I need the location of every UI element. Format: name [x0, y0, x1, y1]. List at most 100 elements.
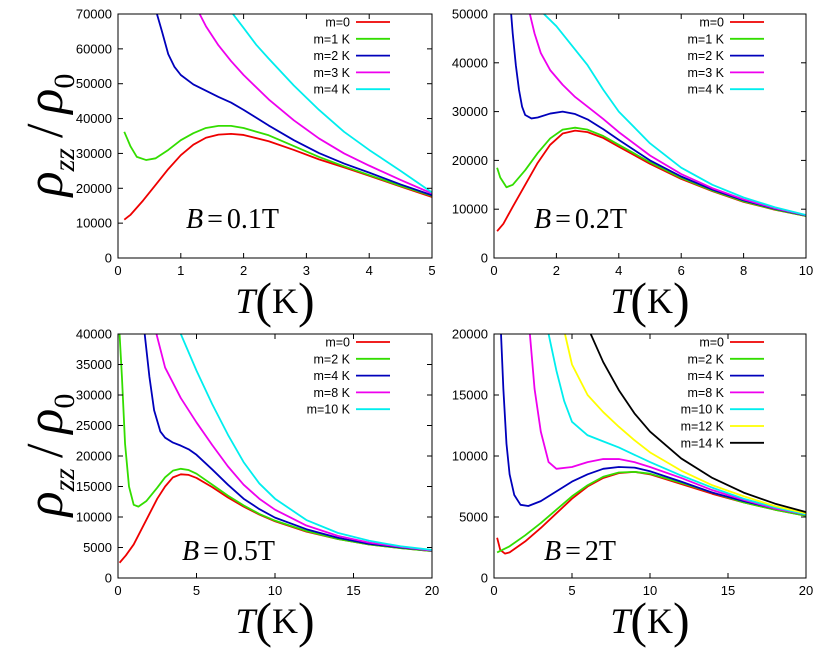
legend-label: m=3 K [688, 66, 725, 80]
chart-panel-2: 0 2 4 6 8 10 0 10000 20000 30000 40000 50000 m=0 m=1 … [452, 7, 813, 329]
xlabel-unit: K [272, 601, 298, 641]
series-line-m-3-k [198, 14, 432, 195]
annotation-eq: = [203, 536, 219, 567]
chart-panel-1: 0 1 2 3 4 5 0 10000 20000 30000 40000 50000 60000 700… [76, 7, 436, 329]
series-line-m-4-k [232, 14, 432, 194]
legend-label: m=8 K [314, 386, 351, 400]
x-tick-label: 8 [740, 263, 747, 278]
x-axis-label: T(K) [610, 272, 689, 328]
ylabel-bottom: ρzz/ρ0 [17, 394, 81, 519]
series-line-m-2-k [118, 334, 432, 553]
ylabel-top: ρzz/ρ0 [17, 74, 81, 199]
ylabel-rho-den: ρ [17, 409, 74, 436]
y-tick-label: 5000 [83, 540, 112, 555]
y-tick-label: 40000 [452, 55, 488, 70]
xlabel-var: T [235, 281, 258, 321]
plot-frame [117, 13, 433, 259]
ylabel-slash: / [17, 123, 74, 138]
series-line-m-2-k [510, 14, 806, 217]
x-tick-label: 0 [114, 263, 121, 278]
xlabel-lparen: ( [255, 592, 272, 648]
y-tick-label: 20000 [452, 327, 488, 342]
series-line-m-0 [123, 133, 432, 221]
ylabel-slash: / [17, 443, 74, 458]
x-tick-label: 0 [114, 583, 121, 598]
x-tick-label: 2 [240, 263, 247, 278]
xlabel-var: T [610, 601, 633, 641]
y-tick-label: 0 [481, 251, 488, 266]
annotation-value: 0.1T [227, 204, 279, 235]
legend-label: m=14 K [681, 436, 725, 450]
legend-label: m=2 K [314, 352, 351, 366]
legend-label: m=2 K [314, 49, 351, 63]
x-axis-label: T(K) [235, 272, 314, 328]
y-tick-label: 10000 [452, 202, 488, 217]
annotation-var: B [534, 204, 551, 235]
legend-label: m=8 K [688, 386, 725, 400]
y-tick-label: 70000 [76, 7, 112, 22]
plot-frame [493, 333, 807, 579]
xlabel-rparen: ) [673, 272, 690, 328]
legend-label: m=3 K [314, 66, 351, 80]
chart-panel-4: 0 5 10 15 20 0 5000 10000 15000 20000 m=0 m=2 K m=4 … [452, 327, 813, 649]
x-tick-label: 1 [177, 263, 184, 278]
y-tick-label: 20000 [452, 153, 488, 168]
x-tick-label: 5 [568, 583, 575, 598]
annotation-value: 2T [585, 536, 616, 567]
legend-label: m=10 K [307, 403, 351, 417]
legend-label: m=2 K [688, 49, 725, 63]
annotation-value: 0.2T [575, 204, 627, 235]
x-axis-label: T(K) [235, 592, 314, 648]
series-line-m-1-k [496, 126, 806, 217]
xlabel-lparen: ( [630, 272, 647, 328]
x-tick-label: 20 [799, 583, 813, 598]
ylabel-rho: ρ [17, 171, 74, 198]
series-line-m-8-k [155, 334, 432, 552]
y-tick-label: 15000 [76, 479, 112, 494]
x-tick-label: 10 [799, 263, 813, 278]
y-tick-label: 40000 [76, 111, 112, 126]
xlabel-var: T [610, 281, 633, 321]
series-line-m-4-k [543, 14, 806, 216]
series-group [496, 334, 806, 555]
ylabel-rho-den: ρ [17, 89, 74, 116]
y-tick-label: 0 [481, 571, 488, 586]
x-tick-label: 4 [615, 263, 622, 278]
y-tick-label: 20000 [76, 181, 112, 196]
y-tick-label: 10000 [76, 510, 112, 525]
xlabel-unit: K [272, 281, 298, 321]
svg-text:ρzz/ρ0: ρzz/ρ0 [17, 394, 81, 519]
y-tick-label: 50000 [452, 7, 488, 22]
series-line-m-12-k [564, 334, 806, 515]
annotation-var: B [182, 536, 199, 567]
ylabel-sub-zz: zz [48, 148, 81, 173]
annotation-eq: = [207, 204, 223, 235]
annotation-var: B [186, 204, 203, 235]
field-annotation: B = 0.1T [186, 204, 279, 235]
series-line-m-3-k [529, 14, 806, 217]
legend-label: m=2 K [688, 352, 725, 366]
x-tick-label: 20 [425, 583, 439, 598]
xlabel-rparen: ) [673, 592, 690, 648]
x-tick-label: 3 [303, 263, 310, 278]
series-line-m-1-k [123, 124, 432, 197]
xlabel-rparen: ) [298, 272, 315, 328]
ylabel-sub-zz: zz [48, 468, 81, 493]
y-tick-label: 50000 [76, 76, 112, 91]
legend-label: m=0 [699, 16, 724, 30]
field-annotation: B = 0.2T [534, 204, 627, 235]
series-line-m-4-k [500, 334, 806, 516]
legend-label: m=4 K [314, 369, 351, 383]
legend-label: m=0 [699, 336, 724, 350]
series-group [496, 14, 806, 232]
x-tick-label: 2 [553, 263, 560, 278]
annotation-eq: = [555, 204, 571, 235]
xlabel-rparen: ) [298, 592, 315, 648]
xlabel-lparen: ( [630, 592, 647, 648]
series-line-m-14-k [589, 334, 806, 513]
annotation-var: B [544, 536, 561, 567]
legend-label: m=1 K [688, 32, 725, 46]
x-tick-label: 5 [193, 583, 200, 598]
x-tick-label: 15 [721, 583, 735, 598]
y-tick-label: 60000 [76, 41, 112, 56]
